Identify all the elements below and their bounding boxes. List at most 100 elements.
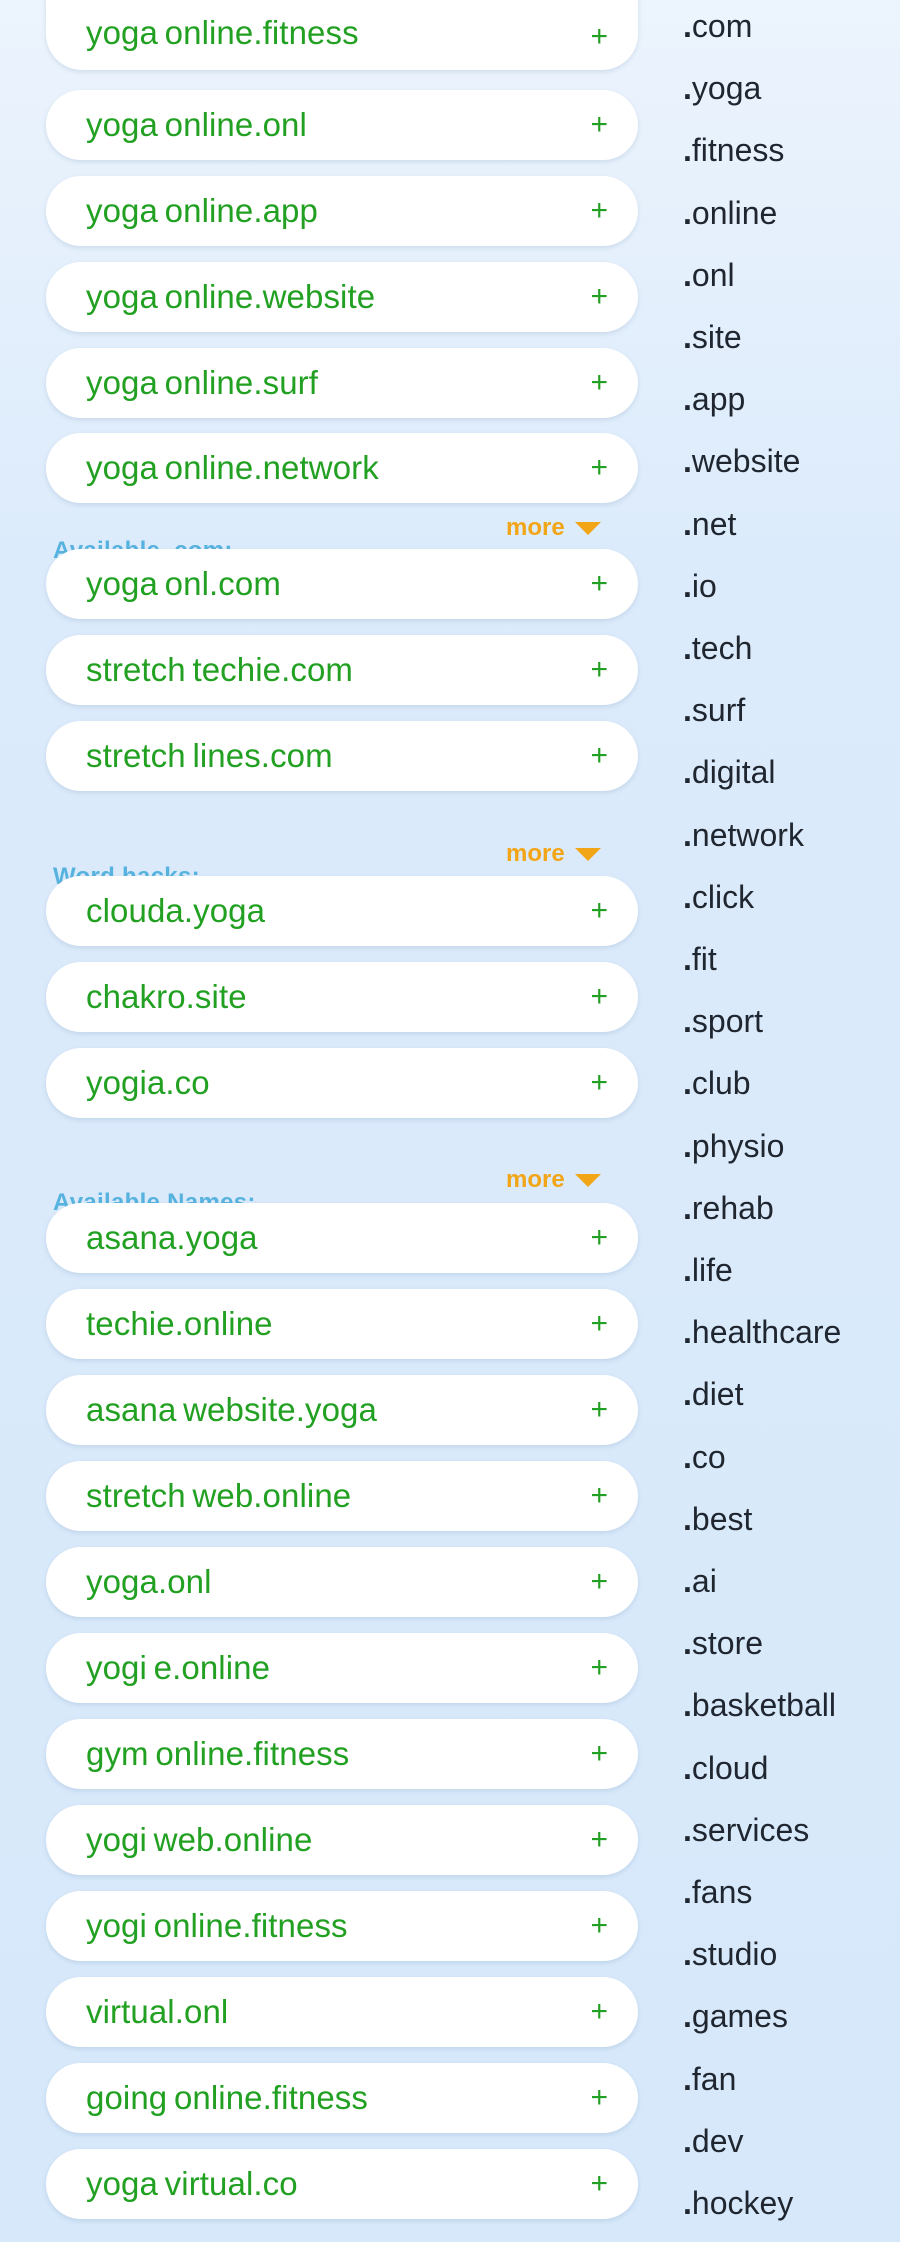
tld-item-onl[interactable]: .onl	[683, 257, 735, 294]
tld-dot: .	[683, 754, 692, 791]
domain-suggestion-item[interactable]: yogi web.online +	[46, 1805, 638, 1875]
domain-suggestion-item[interactable]: going online.fitness +	[46, 2063, 638, 2133]
domain-suggestion-item[interactable]: stretch web.online +	[46, 1461, 638, 1531]
domain-suggestion-item[interactable]: yoga online.onl +	[46, 90, 638, 160]
domain-suggestion-item[interactable]: asana website.yoga +	[46, 1375, 638, 1445]
add-icon[interactable]: +	[590, 1823, 608, 1856]
domain-suggestion-item[interactable]: yogia.co +	[46, 1048, 638, 1118]
domain-suggestion-item[interactable]: yoga online.network +	[46, 433, 638, 503]
add-icon[interactable]: +	[590, 1995, 608, 2028]
tld-item-surf[interactable]: .surf	[683, 692, 745, 729]
tld-item-store[interactable]: .store	[683, 1625, 763, 1662]
domain-suggestion-item[interactable]: yoga online.surf +	[46, 348, 638, 418]
domain-suggestion-item[interactable]: chakro.site +	[46, 962, 638, 1032]
add-icon[interactable]: +	[590, 1393, 608, 1426]
domain-suggestion-item[interactable]: yogi e.online +	[46, 1633, 638, 1703]
domain-suggestion-item[interactable]: asana.yoga +	[46, 1203, 638, 1273]
tld-item-club[interactable]: .club	[683, 1065, 751, 1102]
domain-suggestion-item[interactable]: techie.online +	[46, 1289, 638, 1359]
add-icon[interactable]: +	[590, 1565, 608, 1598]
tld-item-digital[interactable]: .digital	[683, 754, 776, 791]
add-icon[interactable]: +	[590, 1651, 608, 1684]
tld-item-io[interactable]: .io	[683, 568, 717, 605]
tld-label: network	[691, 816, 804, 853]
tld-item-app[interactable]: .app	[683, 381, 745, 418]
tld-item-yoga[interactable]: .yoga	[683, 70, 761, 107]
tld-item-ai[interactable]: .ai	[683, 1563, 717, 1600]
add-icon[interactable]: +	[590, 653, 608, 686]
tld-dot: .	[683, 2185, 692, 2221]
tld-item-cloud[interactable]: .cloud	[683, 1750, 768, 1787]
domain-suggestion-item[interactable]: yoga.onl +	[46, 1547, 638, 1617]
add-icon[interactable]: +	[590, 451, 608, 484]
tld-label: studio	[691, 1936, 778, 1973]
tld-item-site[interactable]: .site	[683, 319, 742, 356]
tld-item-best[interactable]: .best	[683, 1501, 752, 1538]
tld-item-fan[interactable]: .fan	[683, 2061, 736, 2098]
domain-suggestion-item[interactable]: yoga online.website +	[46, 262, 638, 332]
domain-suggestion-item[interactable]: gym online.fitness +	[46, 1719, 638, 1789]
domain-suggestion-item[interactable]: yoga virtual.co +	[46, 2149, 638, 2219]
domain-suggestion-item[interactable]: clouda.yoga +	[46, 876, 638, 946]
domain-name: virtual.onl	[86, 1993, 229, 2030]
add-icon[interactable]: +	[590, 980, 608, 1013]
tld-item-rehab[interactable]: .rehab	[683, 1190, 774, 1227]
tld-item-studio[interactable]: .studio	[683, 1936, 777, 1973]
tld-item-fit[interactable]: .fit	[683, 941, 717, 978]
domain-name: chakro.site	[86, 978, 247, 1015]
add-icon[interactable]: +	[590, 567, 608, 600]
domain-suggestion-item[interactable]: yoga online.fitness +	[46, 0, 638, 70]
tld-item-services[interactable]: .services	[683, 1812, 809, 1849]
tld-item-sport[interactable]: .sport	[683, 1003, 763, 1040]
tld-dot: .	[683, 1998, 692, 2035]
add-icon[interactable]: +	[590, 366, 608, 399]
tld-item-com[interactable]: .com	[683, 8, 752, 45]
tld-dot: .	[683, 2122, 692, 2159]
tld-item-website[interactable]: .website	[683, 443, 800, 480]
domain-suggestion-item[interactable]: yoga online.app +	[46, 176, 638, 246]
domain-name: stretch techie.com	[86, 651, 354, 688]
tld-item-hockey[interactable]: .hockey	[683, 2185, 793, 2222]
add-icon[interactable]: +	[590, 739, 608, 772]
tld-item-life[interactable]: .life	[683, 1252, 733, 1289]
tld-item-co[interactable]: .co	[683, 1439, 726, 1476]
tld-item-net[interactable]: .net	[683, 506, 736, 543]
tld-item-diet[interactable]: .diet	[683, 1376, 743, 1413]
domain-suggestion-item[interactable]: stretch techie.com +	[46, 635, 638, 705]
tld-item-tech[interactable]: .tech	[683, 630, 752, 667]
tld-item-fitness[interactable]: .fitness	[683, 132, 784, 169]
tld-item-click[interactable]: .click	[683, 879, 754, 916]
add-icon[interactable]: +	[590, 194, 608, 227]
domain-suggestion-item[interactable]: virtual.onl +	[46, 1977, 638, 2047]
tld-dot: .	[683, 1376, 692, 1413]
add-icon[interactable]: +	[590, 1737, 608, 1770]
tld-label: healthcare	[691, 1314, 842, 1351]
add-icon[interactable]: +	[590, 1909, 608, 1942]
tld-item-games[interactable]: .games	[683, 1998, 788, 2035]
add-icon[interactable]: +	[590, 1221, 608, 1254]
tld-item-fans[interactable]: .fans	[683, 1874, 752, 1911]
add-icon[interactable]: +	[590, 1307, 608, 1340]
add-icon[interactable]: +	[590, 2167, 608, 2200]
tld-item-physio[interactable]: .physio	[683, 1128, 784, 1165]
add-icon[interactable]: +	[590, 1479, 608, 1512]
add-icon[interactable]: +	[590, 894, 608, 927]
caret-down-icon	[574, 521, 601, 535]
add-icon[interactable]: +	[590, 20, 608, 53]
tld-item-dev[interactable]: .dev	[683, 2123, 743, 2160]
domain-suggestion-item[interactable]: stretch lines.com +	[46, 721, 638, 791]
more-button[interactable]: more	[506, 514, 601, 542]
domain-suggestion-item[interactable]: yogi online.fitness +	[46, 1891, 638, 1961]
add-icon[interactable]: +	[590, 280, 608, 313]
add-icon[interactable]: +	[590, 108, 608, 141]
tld-item-basketball[interactable]: .basketball	[683, 1687, 836, 1724]
tld-label: yoga	[691, 70, 762, 107]
more-button[interactable]: more	[506, 1166, 601, 1194]
add-icon[interactable]: +	[590, 2081, 608, 2114]
tld-item-healthcare[interactable]: .healthcare	[683, 1314, 841, 1351]
tld-item-online[interactable]: .online	[683, 195, 777, 232]
add-icon[interactable]: +	[590, 1066, 608, 1099]
tld-item-network[interactable]: .network	[683, 817, 804, 854]
domain-suggestion-item[interactable]: yoga onl.com +	[46, 549, 638, 619]
more-button[interactable]: more	[506, 840, 601, 868]
